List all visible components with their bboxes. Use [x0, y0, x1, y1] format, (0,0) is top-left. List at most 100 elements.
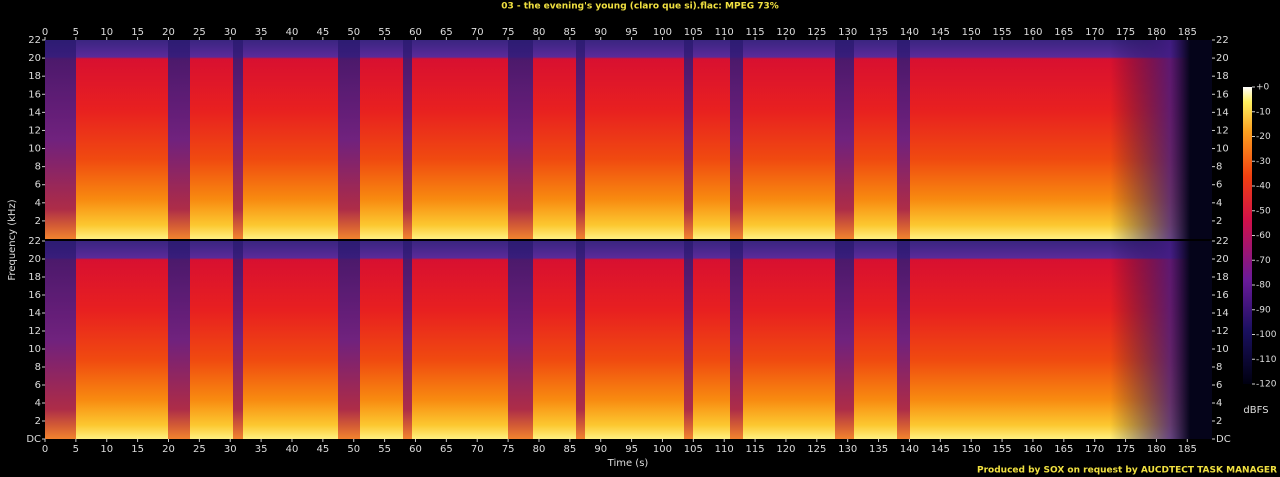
- x-tick-label: 135: [869, 27, 888, 38]
- x-tick-label: 180: [1147, 27, 1166, 38]
- quiet-section: [835, 40, 854, 239]
- x-tick-label: 90: [594, 444, 607, 455]
- y-tick-label: 22: [1216, 35, 1229, 46]
- x-tick-label: 120: [776, 444, 795, 455]
- x-tick-label: 40: [286, 27, 299, 38]
- y-tick-label: 4: [1216, 198, 1222, 209]
- y-tick-label: 8: [1216, 362, 1222, 373]
- x-tick-label: 0: [42, 444, 48, 455]
- x-tick-label: 95: [625, 27, 638, 38]
- x-tick-label: 15: [131, 444, 144, 455]
- x-tick-label: 125: [807, 444, 826, 455]
- quiet-section: [338, 241, 360, 439]
- y-tick-label: 6: [1216, 380, 1222, 391]
- y-tick-label: 12: [1216, 326, 1229, 337]
- colorbar-tick-label: -90: [1256, 305, 1271, 315]
- y-tick-label: 8: [35, 162, 41, 173]
- x-tick-label: 145: [931, 444, 950, 455]
- quiet-section: [730, 40, 743, 239]
- y-tick-label: DC: [1216, 434, 1231, 445]
- y-tick-label: 2: [1216, 416, 1222, 427]
- x-tick-label: 75: [502, 444, 515, 455]
- quiet-section: [508, 241, 533, 439]
- x-tick-label: 130: [838, 27, 857, 38]
- colorbar-tick-label: -120: [1256, 380, 1277, 390]
- y-tick-label: 10: [1216, 144, 1229, 155]
- x-tick-label: 5: [73, 27, 79, 38]
- x-tick-label: 30: [224, 444, 237, 455]
- quiet-section: [684, 40, 693, 239]
- quiet-section: [897, 241, 910, 439]
- x-tick-label: 0: [42, 27, 48, 38]
- x-tick-label: 60: [409, 27, 422, 38]
- x-tick-label: 105: [684, 444, 703, 455]
- y-tick-label: 20: [28, 53, 41, 64]
- y-tick-label: 10: [28, 144, 41, 155]
- x-tick-label: 20: [162, 444, 175, 455]
- x-tick-label: 20: [162, 27, 175, 38]
- colorbar: [1243, 87, 1252, 384]
- y-tick-label: 16: [28, 290, 41, 301]
- silence: [1190, 40, 1212, 239]
- x-tick-label: 35: [255, 27, 268, 38]
- x-tick-label: 100: [653, 27, 672, 38]
- x-tick-label: 10: [100, 444, 113, 455]
- quiet-section: [576, 40, 585, 239]
- x-tick-label: 160: [1023, 27, 1042, 38]
- x-tick-label: 175: [1116, 444, 1135, 455]
- x-tick-label: 80: [533, 27, 546, 38]
- x-tick-label: 70: [471, 27, 484, 38]
- x-tick-label: 45: [316, 444, 329, 455]
- x-tick-label: 10: [100, 27, 113, 38]
- y-tick-label: 14: [28, 308, 41, 319]
- x-tick-label: 85: [563, 27, 576, 38]
- x-tick-label: 85: [563, 444, 576, 455]
- y-tick-label: 16: [1216, 290, 1229, 301]
- y-tick-label: 12: [28, 125, 41, 136]
- x-tick-label: 55: [378, 444, 391, 455]
- quiet-section: [45, 241, 76, 439]
- x-tick-label: 100: [653, 444, 672, 455]
- x-tick-label: 105: [684, 27, 703, 38]
- y-tick-label: 12: [28, 326, 41, 337]
- spectrogram-body: [45, 40, 1212, 239]
- colorbar-tick-label: +0: [1256, 83, 1270, 93]
- x-tick-label: 120: [776, 27, 795, 38]
- y-tick-label: 14: [1216, 308, 1229, 319]
- colorbar-tick-label: -50: [1256, 206, 1271, 216]
- colorbar-tick-label: -80: [1256, 281, 1271, 291]
- y-tick-label: 4: [1216, 398, 1222, 409]
- quiet-section: [233, 40, 243, 239]
- x-tick-label: 65: [440, 27, 453, 38]
- y-tick-label: 20: [1216, 254, 1229, 265]
- quiet-section: [576, 241, 585, 439]
- quiet-section: [45, 40, 76, 239]
- x-tick-label: 80: [533, 444, 546, 455]
- y-tick-label: DC: [26, 434, 41, 445]
- x-tick-label: 130: [838, 444, 857, 455]
- x-tick-label: 170: [1085, 444, 1104, 455]
- x-tick-label: 165: [1054, 27, 1073, 38]
- colorbar-label: dBFS: [1243, 405, 1268, 416]
- x-tick-label: 60: [409, 444, 422, 455]
- quiet-section: [684, 241, 693, 439]
- silence: [1190, 241, 1212, 439]
- y-tick-label: 2: [35, 216, 41, 227]
- quiet-section: [338, 40, 360, 239]
- x-tick-label: 30: [224, 27, 237, 38]
- x-tick-label: 25: [193, 444, 206, 455]
- x-tick-label: 175: [1116, 27, 1135, 38]
- y-tick-label: 14: [28, 107, 41, 118]
- fade-out: [1110, 241, 1190, 439]
- x-tick-label: 50: [347, 444, 360, 455]
- x-tick-label: 95: [625, 444, 638, 455]
- y-tick-label: 22: [28, 236, 41, 247]
- colorbar-tick-label: -40: [1256, 182, 1271, 192]
- colorbar-tick-label: -20: [1256, 132, 1271, 142]
- x-tick-label: 55: [378, 27, 391, 38]
- x-tick-label: 40: [286, 444, 299, 455]
- x-tick-label: 115: [746, 27, 765, 38]
- y-tick-label: 12: [1216, 125, 1229, 136]
- x-tick-label: 50: [347, 27, 360, 38]
